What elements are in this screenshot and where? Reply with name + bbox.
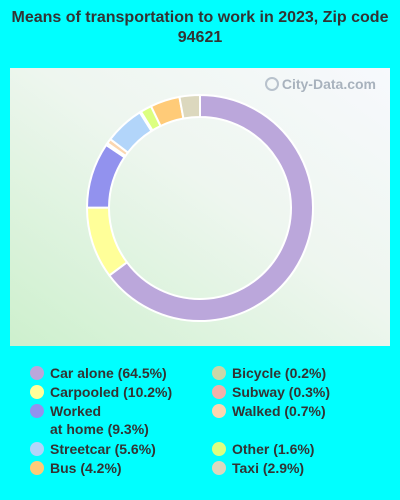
legend-item-bicycle: Bicycle (0.2%) [212, 364, 326, 382]
legend-swatch [30, 461, 44, 475]
legend-item-car-alone: Car alone (64.5%) [30, 364, 167, 382]
legend-item-streetcar: Streetcar (5.6%) [30, 440, 156, 458]
legend-swatch [30, 385, 44, 399]
legend-item-taxi: Taxi (2.9%) [212, 459, 304, 477]
legend-label: Bus (4.2%) [50, 460, 122, 476]
legend-swatch [30, 442, 44, 456]
legend-swatch [212, 461, 226, 475]
slice-carpooled [86, 206, 129, 277]
slice-car-alone [107, 93, 314, 322]
legend-swatch [212, 404, 226, 418]
legend-swatch [30, 404, 44, 418]
plot-area: City-Data.com [10, 68, 390, 346]
legend-item-subway: Subway (0.3%) [212, 383, 330, 401]
legend-item-bus: Bus (4.2%) [30, 459, 122, 477]
legend-item-carpooled: Carpooled (10.2%) [30, 383, 172, 401]
legend-label: Car alone (64.5%) [50, 365, 167, 381]
slice-taxi [178, 93, 201, 120]
legend-item-worked-at-home: Worked at home (9.3%) [30, 402, 149, 438]
legend-label: Other (1.6%) [232, 441, 315, 457]
watermark: City-Data.com [264, 76, 376, 92]
legend: Car alone (64.5%) Carpooled (10.2%) Worked… [0, 364, 400, 494]
legend-swatch [212, 442, 226, 456]
legend-item-other: Other (1.6%) [212, 440, 314, 458]
legend-label: Walked (0.7%) [232, 403, 326, 419]
watermark-text: City-Data.com [281, 76, 376, 92]
legend-label: Bicycle (0.2%) [232, 365, 327, 381]
legend-label: Subway (0.3%) [232, 384, 331, 400]
legend-swatch [30, 366, 44, 380]
donut-chart [85, 93, 314, 322]
legend-label: Streetcar (5.6%) [50, 441, 156, 457]
magnifier-icon [264, 77, 279, 91]
legend-label: Taxi (2.9%) [232, 460, 305, 476]
legend-label: Worked at home (9.3%) [50, 403, 149, 437]
chart-title: Means of transportation to work in 2023,… [11, 9, 389, 46]
legend-swatch [212, 385, 226, 399]
legend-swatch [212, 366, 226, 380]
legend-item-walked: Walked (0.7%) [212, 402, 326, 420]
legend-label: Carpooled (10.2%) [50, 384, 173, 400]
